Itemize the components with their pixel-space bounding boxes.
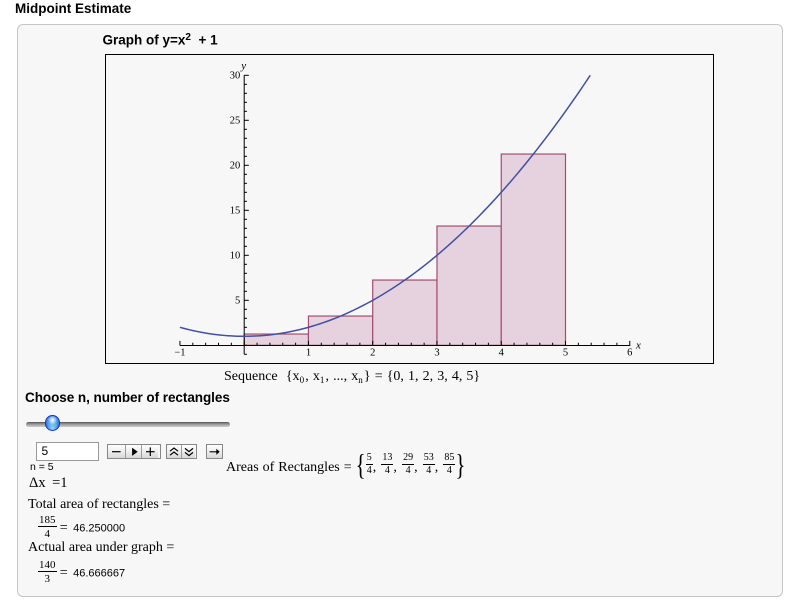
svg-text:−1: −1 <box>174 348 185 359</box>
svg-text:y: y <box>240 60 246 72</box>
svg-text:6: 6 <box>627 348 632 359</box>
svg-text:5: 5 <box>235 296 240 307</box>
svg-text:3: 3 <box>434 348 439 359</box>
svg-text:5: 5 <box>563 348 568 359</box>
svg-text:4: 4 <box>499 348 505 359</box>
svg-text:x: x <box>635 340 641 352</box>
svg-text:1: 1 <box>306 348 311 359</box>
svg-text:25: 25 <box>230 116 241 127</box>
svg-text:15: 15 <box>230 206 241 217</box>
svg-text:30: 30 <box>230 71 241 82</box>
svg-text:20: 20 <box>230 161 241 172</box>
svg-text:2: 2 <box>370 348 375 359</box>
svg-text:10: 10 <box>230 251 241 262</box>
